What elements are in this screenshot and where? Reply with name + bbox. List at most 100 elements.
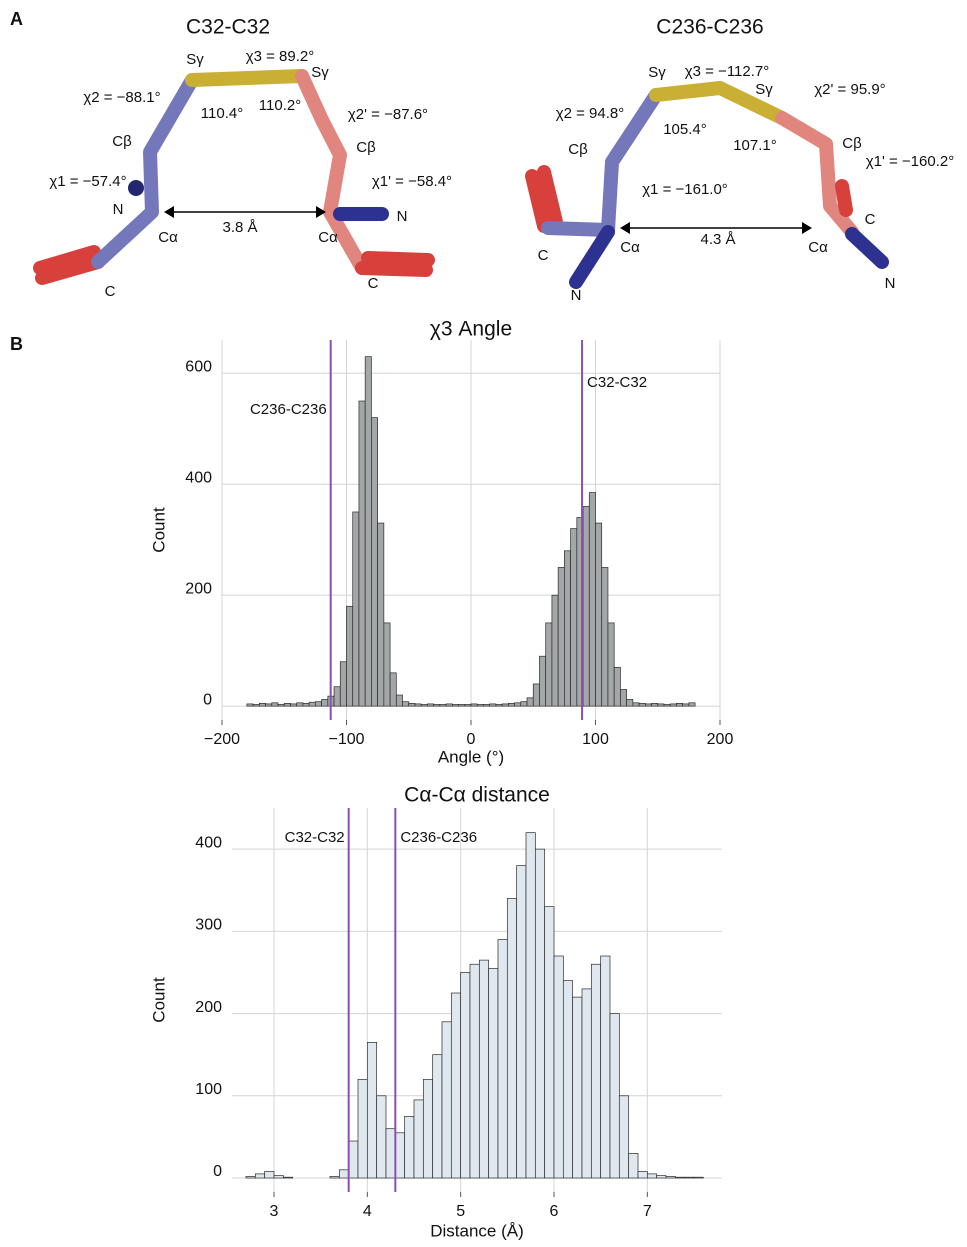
reference-label: C236-C236 bbox=[400, 829, 477, 846]
x-tick-label: 4 bbox=[363, 1203, 372, 1220]
histogram-bar bbox=[471, 704, 477, 706]
atom-label: Cβ bbox=[568, 141, 588, 158]
histogram-bar bbox=[442, 1022, 451, 1178]
histogram-bar bbox=[353, 512, 359, 706]
histogram-bar bbox=[629, 1153, 638, 1178]
histogram-bar bbox=[489, 968, 498, 1178]
histogram-bar bbox=[390, 673, 396, 706]
x-tick-label: −100 bbox=[328, 731, 364, 748]
atom-label: Sγ bbox=[186, 51, 204, 68]
y-tick-label: 300 bbox=[195, 917, 222, 934]
y-tick-label: 600 bbox=[185, 359, 212, 376]
y-tick-label: 200 bbox=[185, 580, 212, 597]
histogram-bar bbox=[515, 703, 521, 706]
histogram-bar bbox=[582, 989, 591, 1178]
histogram-bar bbox=[283, 1177, 292, 1178]
histogram-bar bbox=[496, 704, 502, 706]
histogram-bar bbox=[409, 703, 415, 706]
y-tick-label: 400 bbox=[185, 469, 212, 486]
bond bbox=[842, 186, 846, 210]
y-tick-label: 400 bbox=[195, 834, 222, 851]
histogram-bar bbox=[633, 703, 639, 706]
histogram-bar bbox=[414, 1100, 423, 1178]
histogram-bar bbox=[573, 997, 582, 1178]
histogram-bar bbox=[583, 506, 589, 706]
atom-label: 110.2° bbox=[259, 97, 301, 114]
atom-label: χ3 = −112.7° bbox=[685, 63, 770, 80]
histogram-bar bbox=[526, 833, 535, 1178]
x-tick-label: 7 bbox=[643, 1203, 652, 1220]
histogram-bar bbox=[591, 964, 600, 1178]
y-axis-label: Count bbox=[149, 977, 168, 1023]
x-tick-label: 200 bbox=[707, 731, 734, 748]
x-tick-label: 3 bbox=[270, 1203, 279, 1220]
histogram-bar bbox=[367, 1042, 376, 1178]
histogram-bar bbox=[259, 703, 265, 706]
histogram-bar bbox=[638, 1171, 647, 1178]
histogram-bar bbox=[477, 704, 483, 706]
atom-label: χ1' = −58.4° bbox=[372, 173, 452, 190]
histogram-bar bbox=[303, 703, 309, 706]
bond bbox=[852, 234, 882, 262]
histogram-bar bbox=[564, 551, 570, 706]
histogram-bar bbox=[545, 907, 554, 1178]
panel-label: B bbox=[10, 334, 23, 354]
histogram-bar bbox=[451, 993, 460, 1178]
bond bbox=[368, 258, 428, 260]
reference-label: C32-C32 bbox=[285, 829, 345, 846]
histogram-bar bbox=[645, 704, 651, 706]
histogram-bar bbox=[664, 704, 670, 706]
atom-label: χ2' = −87.6° bbox=[348, 106, 428, 123]
histogram-bar bbox=[359, 401, 365, 706]
bond bbox=[576, 232, 608, 282]
histogram-bar bbox=[297, 703, 303, 706]
histogram-bar bbox=[452, 704, 458, 706]
histogram-bar bbox=[378, 523, 384, 706]
histogram-bar bbox=[403, 702, 409, 706]
x-tick-label: 5 bbox=[456, 1203, 465, 1220]
bond bbox=[192, 76, 302, 80]
y-tick-label: 0 bbox=[213, 1163, 222, 1180]
atom-label: 110.4° bbox=[201, 105, 243, 122]
y-tick-label: 100 bbox=[195, 1081, 222, 1098]
histogram-bar bbox=[689, 703, 695, 706]
histogram-bar bbox=[552, 595, 558, 706]
y-axis-label: Count bbox=[149, 507, 168, 553]
structure-title: C236-C236 bbox=[656, 16, 763, 39]
histogram-bar bbox=[639, 703, 645, 706]
histogram-bar bbox=[508, 703, 514, 706]
structure-title: C32-C32 bbox=[186, 16, 270, 39]
histogram-bar bbox=[589, 493, 595, 707]
histogram-bar bbox=[658, 704, 664, 706]
page: A B C32-C32 C236-C236 Sγχ3 = 89.2°Sγχ2 =… bbox=[0, 0, 967, 1242]
histogram-bar bbox=[490, 704, 496, 706]
histogram-bar bbox=[433, 1055, 442, 1178]
atom-label: χ2' = 95.9° bbox=[814, 81, 885, 98]
histogram-bar bbox=[533, 684, 539, 706]
histogram-bar bbox=[347, 606, 353, 706]
atom-label: χ3 = 89.2° bbox=[246, 48, 315, 65]
y-tick-label: 0 bbox=[203, 691, 212, 708]
histogram-bar bbox=[539, 656, 545, 706]
atom-label: χ1' = −160.2° bbox=[866, 153, 954, 170]
histogram-bar bbox=[290, 704, 296, 706]
histogram-bar bbox=[396, 695, 402, 706]
histogram-bar bbox=[652, 703, 658, 706]
reference-label: C32-C32 bbox=[587, 374, 647, 391]
histogram-bar bbox=[498, 940, 507, 1178]
histogram-bar bbox=[546, 623, 552, 706]
histogram-bar bbox=[253, 704, 259, 706]
atom-label: 4.3 Å bbox=[700, 231, 735, 248]
atom-label: χ2 = −88.1° bbox=[83, 89, 160, 106]
histogram-bar bbox=[479, 960, 488, 1178]
atom-label: Sγ bbox=[755, 81, 773, 98]
histogram-bar bbox=[315, 702, 321, 706]
histogram-bar bbox=[405, 1116, 414, 1178]
histogram-bar bbox=[614, 667, 620, 706]
chart-title: Cα-Cα distance bbox=[404, 784, 550, 807]
atom-label: Cα bbox=[620, 239, 640, 256]
histogram-bar bbox=[502, 704, 508, 706]
histogram-bar bbox=[384, 623, 390, 706]
histogram-bar bbox=[386, 1129, 395, 1178]
histogram-bar bbox=[685, 1177, 694, 1178]
